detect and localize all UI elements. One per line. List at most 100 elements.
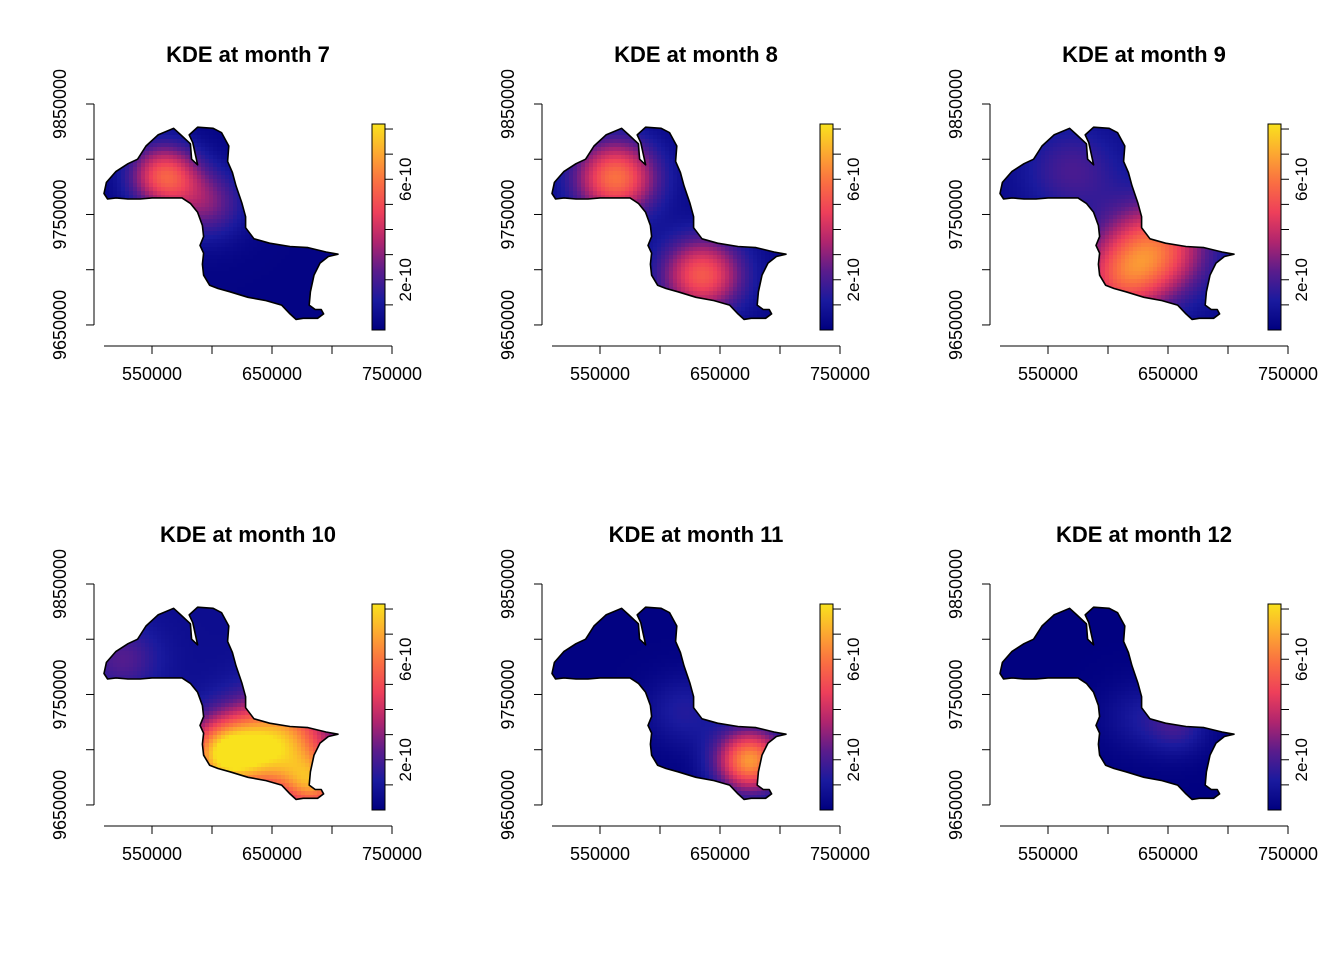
density-cell bbox=[113, 211, 118, 216]
density-cell bbox=[189, 215, 194, 220]
density-cell bbox=[241, 187, 246, 192]
density-cell bbox=[261, 267, 266, 272]
density-cell bbox=[189, 195, 194, 200]
density-cell bbox=[693, 199, 698, 204]
density-cell bbox=[737, 227, 742, 232]
density-cell bbox=[141, 287, 146, 292]
density-cell bbox=[129, 147, 134, 152]
density-cell bbox=[689, 243, 694, 248]
density-cell bbox=[169, 167, 174, 172]
density-cell bbox=[221, 231, 226, 236]
density-cell bbox=[309, 311, 314, 316]
density-cell bbox=[297, 247, 302, 252]
density-cell bbox=[689, 195, 694, 200]
density-cell bbox=[145, 223, 150, 228]
density-cell bbox=[733, 163, 738, 168]
density-cell bbox=[173, 183, 178, 188]
density-cell bbox=[165, 303, 170, 308]
density-cell bbox=[613, 183, 618, 188]
density-cell bbox=[185, 211, 190, 216]
density-cell bbox=[321, 159, 326, 164]
density-cell bbox=[317, 159, 322, 164]
density-cell bbox=[329, 279, 334, 284]
density-cell bbox=[701, 135, 706, 140]
density-cell bbox=[193, 283, 198, 288]
density-cell bbox=[773, 175, 778, 180]
density-cell bbox=[145, 275, 150, 280]
density-cell bbox=[277, 175, 282, 180]
density-cell bbox=[717, 223, 722, 228]
density-cell bbox=[557, 211, 562, 216]
density-cell bbox=[269, 223, 274, 228]
density-cell bbox=[121, 203, 126, 208]
density-cell bbox=[749, 183, 754, 188]
density-cell bbox=[721, 183, 726, 188]
density-cell bbox=[225, 127, 230, 132]
density-cell bbox=[237, 291, 242, 296]
density-cell bbox=[757, 135, 762, 140]
density-cell bbox=[649, 135, 654, 140]
density-cell bbox=[552, 171, 554, 176]
density-cell bbox=[569, 127, 574, 128]
density-cell bbox=[757, 175, 762, 180]
density-cell bbox=[561, 155, 566, 160]
density-cell bbox=[289, 203, 294, 208]
density-cell bbox=[297, 303, 302, 308]
density-cell bbox=[273, 311, 278, 316]
density-cell bbox=[253, 163, 258, 168]
density-cell bbox=[689, 227, 694, 232]
density-cell bbox=[609, 183, 614, 188]
density-cell bbox=[785, 203, 786, 208]
density-cell bbox=[313, 127, 318, 132]
density-cell bbox=[137, 175, 142, 180]
density-cell bbox=[201, 215, 206, 220]
density-cell bbox=[785, 211, 786, 216]
density-cell bbox=[105, 211, 110, 216]
density-cell bbox=[689, 143, 694, 148]
density-cell bbox=[645, 211, 650, 216]
density-cell bbox=[129, 135, 134, 140]
density-cell bbox=[105, 147, 110, 152]
density-cell bbox=[333, 239, 338, 244]
density-cell bbox=[757, 163, 762, 168]
density-cell bbox=[153, 127, 158, 132]
density-cell bbox=[721, 231, 726, 236]
density-cell bbox=[209, 235, 214, 240]
density-cell bbox=[125, 311, 130, 316]
density-cell bbox=[301, 271, 306, 276]
density-cell bbox=[125, 195, 130, 200]
density-cell bbox=[173, 175, 178, 180]
density-cell bbox=[317, 303, 322, 308]
density-cell bbox=[721, 239, 726, 244]
density-cell bbox=[249, 239, 254, 244]
density-cell bbox=[309, 315, 314, 320]
density-cell bbox=[117, 295, 122, 300]
density-cell bbox=[253, 223, 258, 228]
density-cell bbox=[693, 167, 698, 172]
density-cell bbox=[153, 243, 158, 248]
density-cell bbox=[773, 231, 778, 236]
density-cell bbox=[321, 223, 326, 228]
density-cell bbox=[201, 247, 206, 252]
density-cell bbox=[261, 303, 266, 308]
density-cell bbox=[609, 155, 614, 160]
density-cell bbox=[781, 231, 786, 236]
density-cell bbox=[717, 235, 722, 240]
density-cell bbox=[705, 163, 710, 168]
density-cell bbox=[757, 199, 762, 204]
density-cell bbox=[581, 207, 586, 212]
density-cell bbox=[552, 175, 554, 180]
colorbar-tick-label: 2e-10 bbox=[396, 258, 415, 301]
density-cell bbox=[193, 199, 198, 204]
density-cell bbox=[329, 155, 334, 160]
density-cell bbox=[717, 167, 722, 172]
density-cell bbox=[137, 255, 142, 260]
density-cell bbox=[249, 307, 254, 312]
density-cell bbox=[629, 127, 634, 132]
density-cell bbox=[249, 191, 254, 196]
density-cell bbox=[233, 263, 238, 268]
density-cell bbox=[237, 211, 242, 216]
density-cell bbox=[141, 299, 146, 304]
density-cell bbox=[213, 311, 218, 316]
density-cell bbox=[713, 127, 718, 132]
